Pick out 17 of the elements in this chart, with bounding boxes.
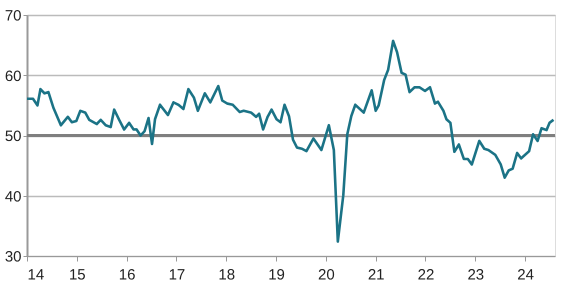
y-tick-label: 40	[4, 188, 22, 206]
x-tick-label: 16	[118, 266, 136, 284]
y-tick-label: 50	[4, 128, 22, 145]
x-tick-label: 18	[218, 266, 236, 284]
x-tick-label: 14	[28, 266, 44, 284]
line-series	[26, 40, 555, 243]
y-tick-label: 70	[4, 8, 22, 24]
x-tick-label: 21	[368, 266, 385, 284]
x-tick-label: 20	[318, 266, 335, 284]
x-tick-label: 22	[418, 266, 434, 284]
x-tick-label: 17	[168, 266, 186, 284]
x-tick-label: 23	[467, 266, 484, 284]
y-tick-label: 30	[4, 248, 22, 266]
y-tick-label: 60	[4, 68, 22, 85]
x-tick-label: 15	[68, 266, 86, 284]
x-tick-label: 19	[268, 266, 285, 284]
x-tick-label: 24	[517, 266, 534, 284]
